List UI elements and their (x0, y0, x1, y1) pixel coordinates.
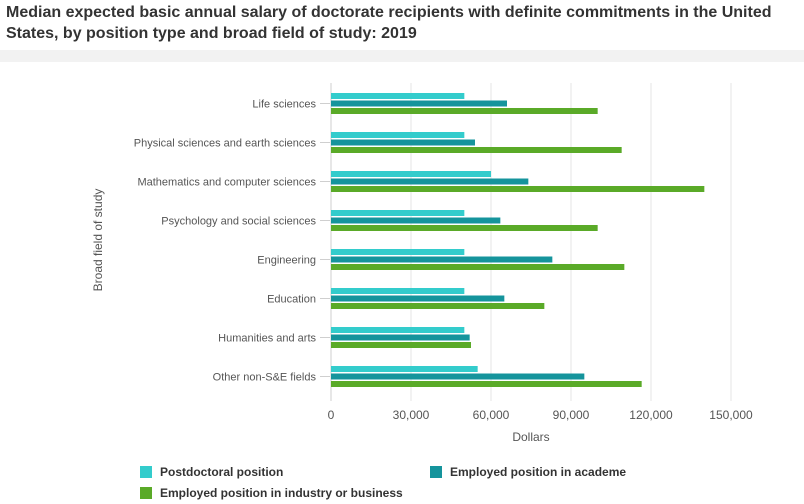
legend-item-postdoctoral[interactable]: Postdoctoral position (140, 465, 283, 479)
category-label: Education (267, 294, 316, 306)
bar[interactable] (331, 295, 505, 302)
bar[interactable] (331, 381, 642, 387)
panel-top-strip (0, 50, 804, 62)
legend-swatch-academe (430, 466, 442, 478)
category-label: Humanities and arts (218, 333, 316, 345)
chart-title: Median expected basic annual salary of d… (6, 4, 772, 42)
bar[interactable] (331, 100, 507, 107)
x-tick-label: 30,000 (393, 408, 430, 422)
bar[interactable] (331, 366, 478, 372)
legend-swatch-industry (140, 487, 152, 499)
category-label: Psychology and social sciences (161, 216, 316, 228)
legend-label-academe: Employed position in academe (450, 465, 627, 479)
bar[interactable] (331, 264, 625, 270)
x-tick-labels: 0 30,000 60,000 90,000 120,000 150,000 (328, 408, 753, 422)
bar[interactable] (331, 217, 501, 224)
bar[interactable] (331, 147, 622, 153)
bar[interactable] (331, 178, 529, 185)
bar[interactable] (331, 303, 545, 309)
bar[interactable] (331, 186, 705, 192)
x-tick-label: 90,000 (553, 408, 590, 422)
x-tick-label: 120,000 (629, 408, 673, 422)
legend-swatch-postdoctoral (140, 466, 152, 478)
legend-label-postdoctoral: Postdoctoral position (160, 465, 284, 479)
gridlines (330, 83, 732, 401)
bar[interactable] (331, 139, 475, 146)
bar[interactable] (331, 132, 465, 138)
category-label: Other non-S&E fields (213, 372, 317, 384)
bar[interactable] (331, 171, 491, 177)
category-labels: Life sciences Physical sciences and earth… (134, 99, 330, 384)
bar[interactable] (331, 93, 465, 99)
bar[interactable] (331, 108, 598, 114)
category-label: Mathematics and computer sciences (137, 177, 316, 189)
x-axis-label: Dollars (512, 430, 549, 444)
category-label: Life sciences (252, 99, 316, 111)
bar[interactable] (331, 342, 471, 348)
bar[interactable] (331, 373, 585, 380)
bar[interactable] (331, 225, 598, 231)
x-tick-label: 150,000 (709, 408, 753, 422)
bar[interactable] (331, 256, 553, 263)
bar[interactable] (331, 327, 465, 333)
category-label: Physical sciences and earth sciences (134, 138, 317, 150)
bar[interactable] (331, 334, 470, 341)
legend-item-industry[interactable]: Employed position in industry or busines… (140, 486, 403, 500)
category-label: Engineering (257, 255, 316, 267)
bar[interactable] (331, 210, 465, 216)
legend-label-industry: Employed position in industry or busines… (160, 486, 403, 500)
x-tick-label: 60,000 (473, 408, 510, 422)
bar[interactable] (331, 249, 465, 255)
legend-item-academe[interactable]: Employed position in academe (430, 465, 626, 479)
x-tick-label: 0 (328, 408, 335, 422)
bars (331, 93, 705, 387)
bar[interactable] (331, 288, 465, 294)
y-axis-label: Broad field of study (91, 189, 105, 292)
